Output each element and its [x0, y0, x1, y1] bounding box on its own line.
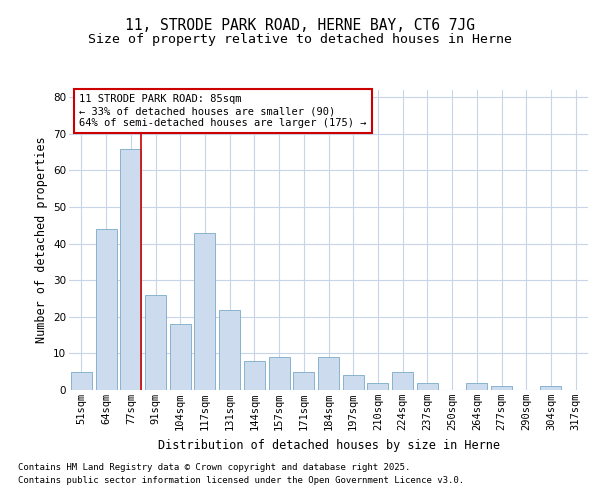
- Bar: [71, 372, 92, 390]
- Bar: [120, 148, 141, 390]
- Y-axis label: Number of detached properties: Number of detached properties: [35, 136, 47, 344]
- Bar: [466, 382, 487, 390]
- Bar: [417, 382, 438, 390]
- Text: 11 STRODE PARK ROAD: 85sqm
← 33% of detached houses are smaller (90)
64% of semi: 11 STRODE PARK ROAD: 85sqm ← 33% of deta…: [79, 94, 367, 128]
- X-axis label: Distribution of detached houses by size in Herne: Distribution of detached houses by size …: [157, 438, 499, 452]
- Text: Contains HM Land Registry data © Crown copyright and database right 2025.: Contains HM Land Registry data © Crown c…: [18, 462, 410, 471]
- Bar: [269, 357, 290, 390]
- Bar: [194, 232, 215, 390]
- Bar: [367, 382, 388, 390]
- Text: 11, STRODE PARK ROAD, HERNE BAY, CT6 7JG: 11, STRODE PARK ROAD, HERNE BAY, CT6 7JG: [125, 18, 475, 32]
- Bar: [318, 357, 339, 390]
- Bar: [170, 324, 191, 390]
- Bar: [343, 376, 364, 390]
- Bar: [392, 372, 413, 390]
- Text: Contains public sector information licensed under the Open Government Licence v3: Contains public sector information licen…: [18, 476, 464, 485]
- Text: Size of property relative to detached houses in Herne: Size of property relative to detached ho…: [88, 32, 512, 46]
- Bar: [293, 372, 314, 390]
- Bar: [491, 386, 512, 390]
- Bar: [95, 229, 116, 390]
- Bar: [541, 386, 562, 390]
- Bar: [145, 295, 166, 390]
- Bar: [244, 360, 265, 390]
- Bar: [219, 310, 240, 390]
